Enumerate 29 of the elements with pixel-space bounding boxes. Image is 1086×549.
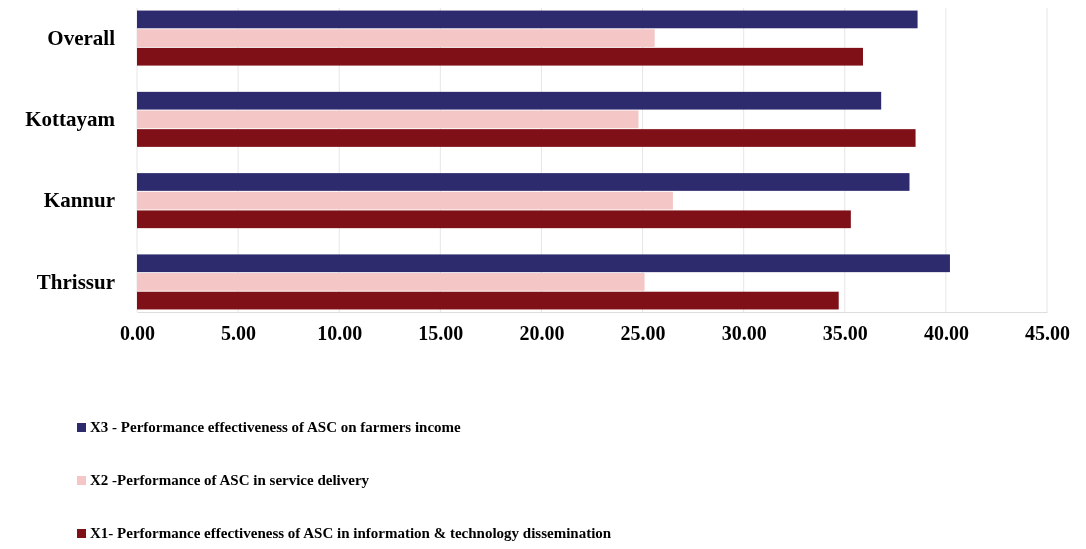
legend-label: X3 - Performance effectiveness of ASC on farmers income [90,419,462,435]
bar [137,10,918,29]
bar [137,47,863,66]
x-tick-label: 15.00 [418,322,464,345]
x-tick-label: 45.00 [1025,322,1070,345]
bar [137,210,851,229]
legend-label: X1- Performance effectiveness of ASC in information & technology dissemination [90,525,612,541]
y-tick-label: Kottayam [25,107,116,132]
bar [137,110,639,129]
legend-label: X2 -Performance of ASC in service delivery [90,472,370,488]
bar [137,129,916,147]
x-tick-label: 10.00 [317,322,363,345]
bar [137,291,839,310]
bar [137,29,655,47]
y-tick-label: Thrissur [36,269,115,294]
x-tick-label: 25.00 [620,322,666,345]
bar [137,173,910,191]
bar [137,91,882,110]
bar [137,191,673,210]
bar [137,254,950,273]
y-tick-label: Overall [47,25,116,50]
x-tick-label: 20.00 [519,322,565,345]
x-tick-label: 40.00 [923,322,969,345]
x-tick-label: 30.00 [721,322,767,345]
x-tick-label: 35.00 [822,322,868,345]
y-tick-label: Kannur [43,188,115,213]
bar [137,273,645,291]
x-tick-label: 5.00 [221,322,257,345]
x-tick-label: 0.00 [120,322,155,345]
